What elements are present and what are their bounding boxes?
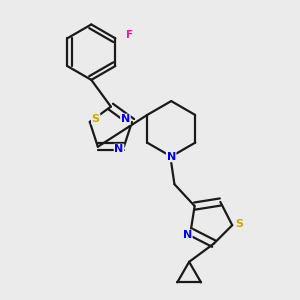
Text: N: N bbox=[121, 114, 130, 124]
Text: N: N bbox=[114, 144, 124, 154]
Text: N: N bbox=[183, 230, 192, 240]
Text: S: S bbox=[92, 114, 100, 124]
Text: S: S bbox=[236, 219, 243, 229]
Text: F: F bbox=[126, 30, 134, 40]
Text: N: N bbox=[167, 152, 176, 161]
